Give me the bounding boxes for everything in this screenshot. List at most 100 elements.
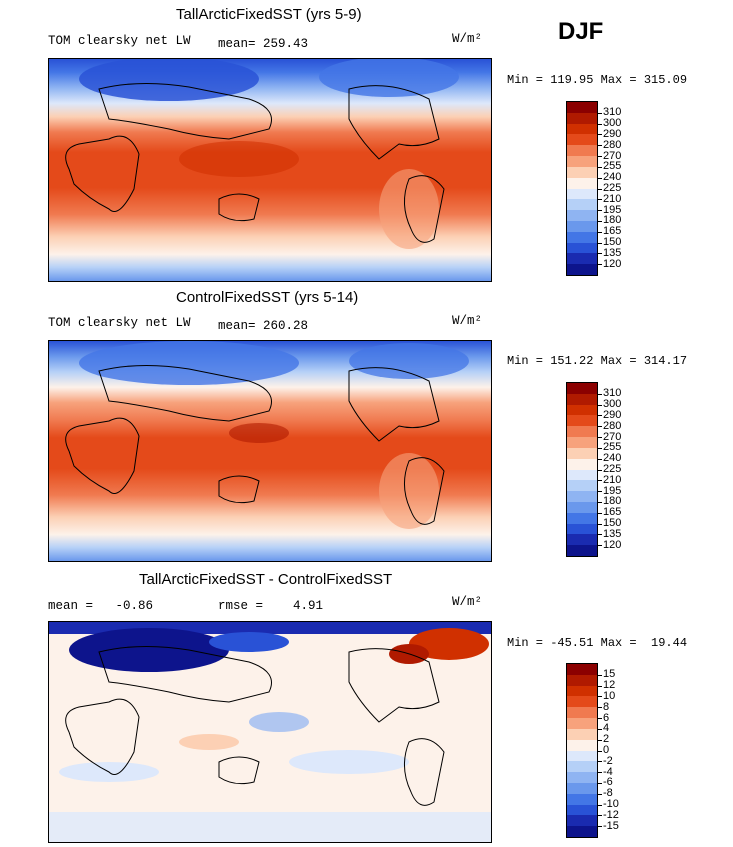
- colorbar-label: 280: [603, 419, 622, 432]
- colorbar-tick: [598, 707, 602, 709]
- colorbar-tick: [598, 220, 602, 222]
- colorbar-label: 240: [603, 171, 622, 184]
- colorbar-tick: [598, 782, 602, 784]
- colorbar-tick: [598, 469, 602, 471]
- colorbar-label: 225: [603, 463, 622, 475]
- colorbar-tick: [598, 166, 602, 168]
- colorbar-label: 12: [603, 679, 616, 692]
- colorbar-swatch: [567, 545, 597, 557]
- colorbar-swatch: [567, 166, 597, 178]
- colorbar-label: 255: [603, 441, 622, 454]
- colorbar-label: 6: [603, 711, 610, 724]
- colorbar-tick: [598, 188, 602, 190]
- colorbar-label: 165: [603, 506, 622, 519]
- colorbar-label: 195: [603, 484, 622, 497]
- colorbar-label: 15: [603, 668, 616, 681]
- colorbar-tick: [598, 242, 602, 244]
- colorbar-tick: [598, 404, 602, 406]
- colorbar-label: -8: [603, 787, 613, 800]
- colorbar-swatch: [567, 199, 597, 211]
- colorbar-swatch: [567, 177, 597, 189]
- colorbar-label: 2: [603, 733, 610, 746]
- panel1-map: [48, 58, 492, 282]
- colorbar-label: 120: [603, 257, 622, 270]
- colorbar-swatch: [567, 772, 597, 784]
- colorbar-label: 210: [603, 473, 622, 486]
- colorbar-tick: [598, 804, 602, 806]
- colorbar-swatch: [567, 112, 597, 124]
- colorbar-swatch: [567, 718, 597, 730]
- colorbar-swatch: [567, 469, 597, 481]
- colorbar-tick: [598, 231, 602, 233]
- colorbar-label: 290: [603, 408, 622, 421]
- colorbar-label: 10: [603, 689, 616, 702]
- colorbar-tick: [598, 523, 602, 525]
- colorbar-tick: [598, 512, 602, 514]
- colorbar-label: 255: [603, 160, 622, 173]
- colorbar-swatch: [567, 815, 597, 827]
- panel2-minmax: Min = 151.22 Max = 314.17: [507, 354, 688, 368]
- panel3-units: W/m²: [452, 595, 483, 609]
- colorbar-label: 210: [603, 192, 622, 205]
- colorbar-label: 225: [603, 182, 622, 194]
- colorbar-label: 165: [603, 225, 622, 238]
- colorbar-label: 135: [603, 246, 622, 259]
- colorbar-swatch: [567, 826, 597, 838]
- colorbar-tick: [598, 458, 602, 460]
- colorbar-swatch: [567, 804, 597, 816]
- colorbar-swatch: [567, 145, 597, 157]
- colorbar-swatch: [567, 188, 597, 200]
- colorbar-tick: [598, 393, 602, 395]
- colorbar-swatch: [567, 674, 597, 686]
- panel3-minmax: Min = -45.51 Max = 19.44: [507, 636, 688, 650]
- colorbar-swatch: [567, 102, 597, 113]
- panel3-mean: mean = -0.86: [48, 599, 154, 613]
- colorbar-label: 280: [603, 138, 622, 151]
- colorbar-swatch: [567, 264, 597, 276]
- colorbar-label: 195: [603, 203, 622, 216]
- colorbar-label: 270: [603, 149, 622, 162]
- panel1-minmax: Min = 119.95 Max = 315.09: [507, 73, 688, 87]
- panel1-units: W/m²: [452, 32, 483, 46]
- colorbar-swatch: [567, 447, 597, 459]
- panel1-colorbar: 310 300 290 280 270 255 240 225 210 195 180 165 150 1…: [566, 101, 621, 276]
- colorbar-swatch: [567, 685, 597, 697]
- colorbar-swatch: [567, 534, 597, 546]
- colorbar-label: -15: [603, 819, 619, 832]
- colorbar-label: 0: [603, 744, 610, 756]
- colorbar-tick: [598, 123, 602, 125]
- colorbar-swatch: [567, 480, 597, 492]
- panel3-colorbar: 15 12 10 8 6 4 2 0 -2 -4 -6 -8 -10 -12 -15: [566, 663, 619, 838]
- colorbar-swatch: [567, 664, 597, 675]
- colorbar-swatch: [567, 220, 597, 232]
- colorbar-swatch: [567, 707, 597, 719]
- colorbar-tick: [598, 145, 602, 147]
- colorbar-swatch: [567, 523, 597, 535]
- colorbar-swatch: [567, 750, 597, 762]
- colorbar-label: 290: [603, 127, 622, 140]
- colorbar-tick: [598, 685, 602, 687]
- colorbar-tick: [598, 501, 602, 503]
- colorbar-swatch: [567, 393, 597, 405]
- colorbar-tick: [598, 415, 602, 417]
- colorbar-label: 180: [603, 214, 622, 227]
- colorbar-label: 270: [603, 430, 622, 443]
- colorbar-tick: [598, 696, 602, 698]
- colorbar-tick: [598, 134, 602, 136]
- colorbar-label: 120: [603, 538, 622, 551]
- panel2-title: ControlFixedSST (yrs 5-14): [176, 289, 359, 306]
- colorbar-label: 180: [603, 495, 622, 508]
- colorbar-label: 300: [603, 398, 622, 411]
- colorbar-swatch: [567, 253, 597, 265]
- colorbar-tick: [598, 761, 602, 763]
- colorbar-label: 4: [603, 722, 610, 735]
- colorbar-tick: [598, 156, 602, 158]
- colorbar-swatch: [567, 761, 597, 773]
- colorbar-tick: [598, 426, 602, 428]
- colorbar-swatch: [567, 210, 597, 222]
- colorbar-label: 8: [603, 700, 610, 713]
- colorbar-swatch: [567, 728, 597, 740]
- panel1-mean: mean= 259.43: [218, 37, 309, 51]
- colorbar-label: -12: [603, 808, 619, 821]
- colorbar-swatch: [567, 426, 597, 438]
